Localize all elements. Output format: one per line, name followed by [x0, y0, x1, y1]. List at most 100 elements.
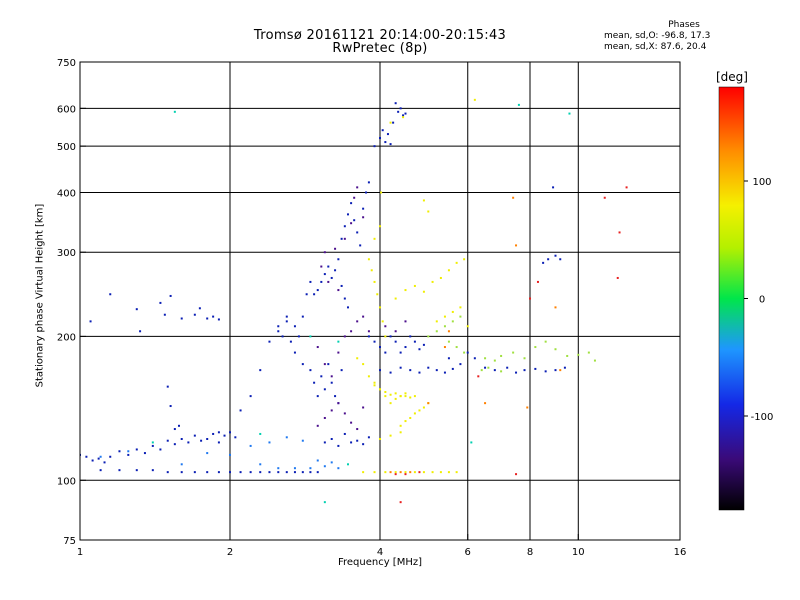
data-point: [392, 121, 395, 124]
data-point: [268, 441, 271, 444]
colorbar-tick-label: 100: [752, 177, 771, 188]
data-point: [389, 471, 392, 474]
data-point: [313, 381, 316, 384]
data-point: [316, 459, 319, 462]
data-point: [193, 434, 196, 437]
data-point: [316, 289, 319, 292]
data-point: [409, 396, 412, 399]
data-point: [365, 191, 368, 194]
data-point: [554, 348, 557, 351]
data-point: [259, 471, 262, 474]
data-point: [379, 369, 381, 372]
data-point: [285, 436, 288, 439]
data-point: [512, 351, 515, 354]
data-point: [217, 471, 220, 474]
data-point: [402, 116, 405, 119]
data-point: [439, 471, 442, 474]
data-point: [159, 301, 162, 304]
data-point: [376, 293, 379, 296]
data-point: [409, 471, 412, 474]
data-point: [473, 357, 476, 360]
data-point: [422, 290, 425, 293]
data-point: [418, 409, 421, 412]
data-point: [399, 395, 402, 398]
data-point: [330, 461, 333, 464]
data-point: [409, 369, 412, 372]
data-point: [91, 459, 94, 462]
data-point: [229, 471, 231, 474]
data-point: [427, 335, 430, 338]
data-point: [422, 406, 425, 409]
data-point: [173, 428, 176, 431]
data-point: [343, 225, 346, 228]
data-point: [373, 280, 376, 283]
data-point: [455, 471, 458, 474]
data-point: [327, 363, 330, 366]
data-point: [399, 431, 402, 434]
data-point: [466, 325, 469, 328]
data-point: [427, 210, 430, 213]
data-point: [500, 354, 503, 357]
data-point: [379, 306, 381, 309]
data-point: [177, 424, 180, 427]
data-point: [455, 346, 458, 349]
data-point: [259, 463, 262, 466]
data-point: [487, 366, 490, 369]
data-point: [330, 409, 333, 412]
data-point: [340, 237, 343, 240]
data-point: [554, 369, 557, 372]
x-tick-label: 8: [527, 547, 533, 558]
data-point: [337, 402, 340, 405]
data-point: [356, 231, 359, 234]
data-point: [323, 416, 326, 419]
data-point: [394, 392, 397, 395]
data-point: [616, 276, 619, 279]
data-point: [362, 471, 365, 474]
data-point: [422, 199, 425, 202]
data-point: [293, 325, 296, 328]
data-point: [587, 351, 590, 354]
data-point: [109, 455, 112, 458]
data-point: [563, 366, 566, 369]
data-point: [323, 251, 326, 254]
x-tick-label: 10: [572, 547, 585, 558]
data-point: [229, 431, 231, 434]
data-point: [389, 393, 392, 396]
data-point: [356, 439, 359, 442]
data-point: [413, 471, 416, 474]
data-point: [285, 320, 288, 323]
data-point: [166, 439, 169, 442]
data-point: [356, 186, 359, 189]
x-tick-label: 2: [227, 547, 233, 558]
data-point: [409, 416, 412, 419]
data-point: [206, 452, 209, 455]
data-point: [404, 473, 407, 476]
data-point: [515, 244, 518, 247]
data-point: [367, 436, 370, 439]
data-point: [477, 375, 480, 378]
data-point: [180, 471, 183, 474]
data-point: [399, 471, 402, 474]
data-point: [473, 98, 476, 101]
y-tick-label: 200: [57, 332, 76, 343]
data-point: [373, 471, 376, 474]
data-point: [293, 351, 296, 354]
data-point: [316, 424, 319, 427]
data-point: [394, 102, 397, 105]
data-point: [99, 469, 102, 472]
data-point: [362, 406, 365, 409]
data-point: [380, 191, 383, 194]
data-point: [309, 369, 312, 372]
data-point: [379, 137, 381, 140]
data-point: [373, 145, 376, 148]
data-point: [413, 284, 416, 287]
data-point: [259, 369, 262, 372]
data-point: [394, 471, 397, 474]
colorbar-ticks: [deg] 100 0 -100: [716, 70, 773, 423]
data-point: [337, 258, 340, 261]
data-point: [334, 269, 337, 272]
data-point: [217, 431, 220, 434]
data-point: [285, 471, 288, 474]
